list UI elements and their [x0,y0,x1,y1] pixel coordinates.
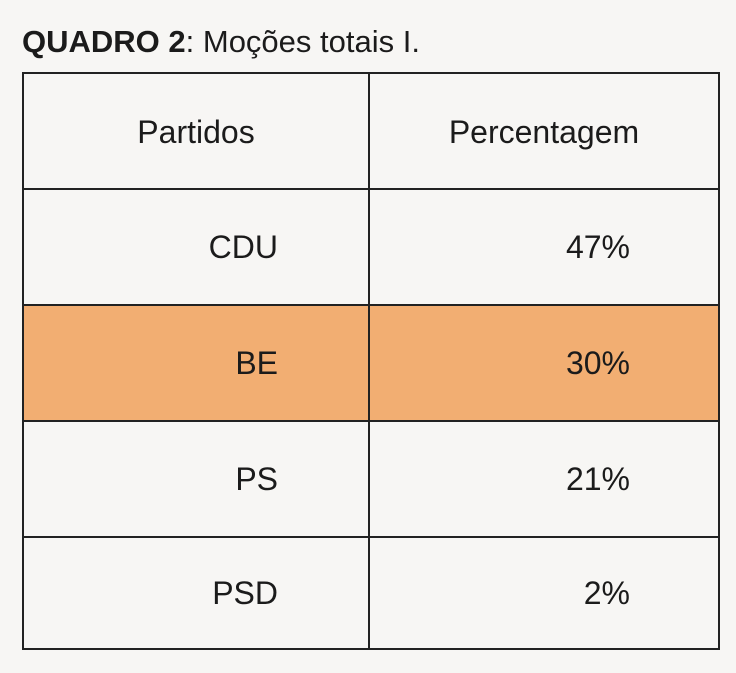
table-row-highlighted: BE 30% [24,304,718,420]
percent-cell: 2% [583,574,630,611]
party-cell: BE [24,306,370,420]
percent-cell: 47% [565,228,630,265]
party-cell: PSD [24,538,370,648]
caption-label: QUADRO 2 [22,24,186,59]
data-table: Partidos Percentagem CDU 47% BE 30% PS 2… [22,72,720,650]
table-header-row: Partidos Percentagem [24,74,718,190]
header-percentagem: Percentagem [448,113,640,150]
table-caption: QUADRO 2: Moções totais I. [22,20,420,64]
header-partidos: Partidos [24,74,370,190]
table-row: CDU 47% [24,188,718,304]
table-row: PS 21% [24,420,718,536]
percent-cell: 30% [565,344,630,381]
party-cell: PS [24,422,370,536]
caption-text: : Moções totais I. [185,24,420,59]
party-cell: CDU [24,190,370,304]
percent-cell: 21% [565,460,630,497]
table-row: PSD 2% [24,536,718,648]
